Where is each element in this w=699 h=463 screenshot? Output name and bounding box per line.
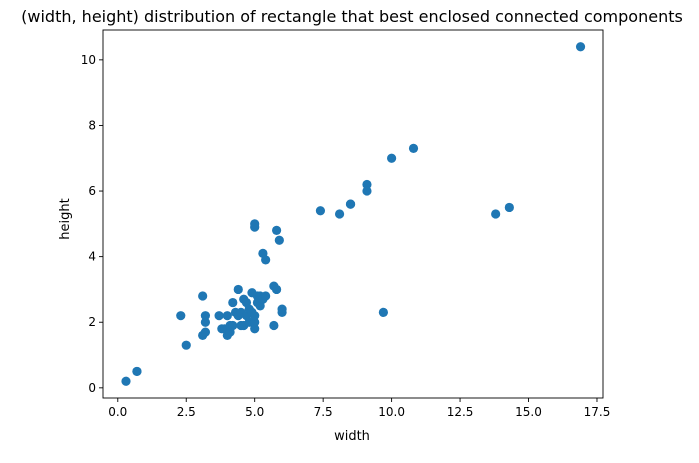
data-point — [345, 199, 356, 209]
data-point — [198, 291, 208, 301]
x-tick-label: 12.5 — [447, 405, 474, 419]
y-tick-label: 2 — [88, 315, 96, 329]
data-point — [176, 311, 186, 321]
data-point — [233, 284, 243, 295]
data-point — [181, 340, 191, 350]
data-point — [277, 307, 287, 317]
y-tick-label: 4 — [88, 250, 96, 264]
data-point — [269, 320, 279, 331]
data-point — [250, 317, 260, 327]
data-point — [334, 209, 345, 219]
y-tick-label: 6 — [88, 184, 96, 198]
data-point — [362, 179, 372, 190]
data-point — [362, 186, 372, 196]
data-point — [200, 311, 211, 321]
data-point — [387, 153, 397, 163]
data-point — [228, 320, 238, 331]
x-tick-label: 7.5 — [314, 405, 333, 419]
y-tick-label: 8 — [88, 118, 96, 132]
y-tick-label: 0 — [88, 381, 96, 395]
x-axis-label: width — [334, 429, 370, 444]
data-point — [250, 311, 260, 321]
data-point — [121, 376, 131, 386]
data-point — [491, 209, 501, 219]
plot-frame — [102, 29, 604, 399]
data-point — [261, 291, 271, 301]
chart-title: (width, height) distribution of rectangl… — [21, 7, 683, 26]
x-tick-label: 0.0 — [108, 405, 127, 419]
data-point — [250, 219, 260, 229]
y-axis-label: height — [58, 198, 73, 239]
data-point — [575, 42, 586, 52]
data-point — [214, 311, 224, 321]
data-point — [504, 202, 514, 213]
y-tick-label: 10 — [81, 53, 96, 67]
data-point — [200, 317, 211, 327]
data-point — [228, 297, 238, 308]
data-point — [272, 284, 282, 295]
data-point — [378, 307, 388, 317]
x-tick-label: 5.0 — [245, 405, 264, 419]
data-point — [274, 235, 284, 245]
plot-area: 0.0 2.5 5.0 7.5 10.0 12.5 15.0 17.5 0 2 4 6 8 10 — [81, 29, 611, 419]
x-tick-label: 15.0 — [515, 405, 542, 419]
data-point — [272, 225, 282, 235]
data-point — [200, 327, 211, 337]
x-tick-label: 10.0 — [378, 405, 405, 419]
x-tick-label: 17.5 — [584, 405, 611, 419]
data-point — [250, 324, 260, 334]
data-point — [261, 255, 271, 265]
data-point — [315, 206, 326, 216]
data-point — [222, 311, 232, 321]
x-tick-label: 2.5 — [177, 405, 196, 419]
data-point — [408, 143, 419, 153]
data-point — [132, 366, 142, 377]
